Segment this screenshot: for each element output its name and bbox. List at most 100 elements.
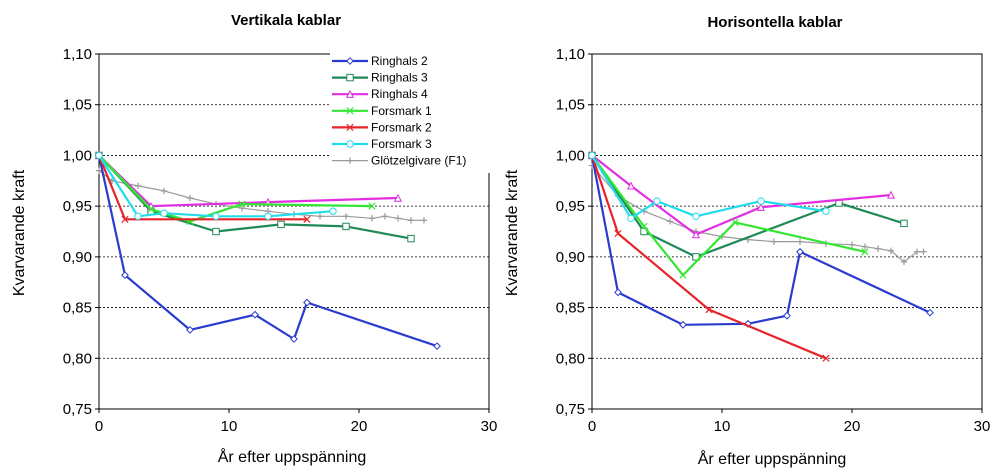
legend-item: Forsmark 1 bbox=[332, 104, 432, 118]
x-tick-label: 30 bbox=[974, 418, 991, 435]
data-point bbox=[614, 229, 622, 238]
plot-area-0: 0,75 0,80 0,85 0,90 0,95 1,00 1,05 1,10 0 10 20 30 R… bbox=[63, 46, 498, 435]
data-point bbox=[394, 215, 402, 222]
y-tick-label: 0,90 bbox=[556, 249, 585, 266]
data-point bbox=[886, 190, 896, 199]
data-point bbox=[679, 320, 687, 329]
data-point bbox=[679, 271, 687, 279]
data-point bbox=[95, 167, 103, 174]
data-point bbox=[407, 234, 415, 243]
data-point bbox=[796, 247, 804, 256]
plot-frame bbox=[591, 53, 983, 410]
data-point bbox=[614, 288, 622, 297]
data-point bbox=[900, 219, 908, 228]
x-tick-label: 10 bbox=[221, 418, 238, 435]
y-tick-label: 0,85 bbox=[556, 300, 585, 317]
y-tick-label: 1,00 bbox=[556, 147, 585, 164]
data-point bbox=[238, 200, 246, 208]
data-point bbox=[861, 248, 869, 256]
legend-item: Forsmark 3 bbox=[332, 137, 432, 151]
legend-marker bbox=[346, 107, 354, 115]
data-point bbox=[160, 187, 168, 195]
legend-label: Glötzelgivare (F1) bbox=[371, 154, 466, 168]
data-point bbox=[121, 271, 129, 280]
x-tick-label: 10 bbox=[714, 418, 731, 435]
data-point bbox=[342, 213, 350, 220]
data-point bbox=[303, 215, 311, 223]
legend-label: Ringhals 3 bbox=[371, 71, 428, 85]
data-point bbox=[756, 202, 766, 211]
data-point bbox=[212, 227, 220, 236]
plot-frame bbox=[98, 53, 490, 410]
data-point bbox=[420, 217, 428, 224]
data-point bbox=[212, 212, 220, 220]
x-tick-label: 0 bbox=[95, 418, 103, 435]
y-tick-label: 0,80 bbox=[63, 350, 92, 367]
series-line bbox=[590, 155, 827, 360]
data-point bbox=[251, 310, 259, 319]
data-point bbox=[731, 218, 739, 226]
data-point bbox=[368, 215, 376, 222]
series-forsmark-3 bbox=[95, 151, 337, 220]
data-point bbox=[134, 212, 142, 220]
data-point bbox=[381, 213, 389, 220]
x-axis-label: År efter uppspänning bbox=[698, 449, 847, 468]
y-tick-label: 0,90 bbox=[63, 249, 92, 266]
data-point bbox=[368, 202, 376, 210]
series-line bbox=[98, 154, 334, 218]
y-tick-label: 0,80 bbox=[556, 350, 585, 367]
data-point bbox=[822, 207, 830, 215]
series-line bbox=[97, 155, 438, 348]
data-point bbox=[770, 238, 778, 245]
y-tick-label: 0,75 bbox=[63, 401, 92, 418]
legend-marker bbox=[345, 89, 355, 98]
data-point bbox=[238, 204, 246, 212]
data-point bbox=[848, 241, 856, 248]
data-point bbox=[290, 335, 298, 343]
series-forsmark-1 bbox=[95, 151, 376, 225]
data-point bbox=[316, 213, 324, 220]
legend-label: Ringhals 2 bbox=[371, 54, 428, 68]
y-axis-label: Kvarvarande kraft bbox=[504, 169, 521, 296]
y-tick-label: 0,85 bbox=[63, 300, 92, 317]
plot-area-1: 0,75 0,80 0,85 0,90 0,95 1,00 1,05 1,10 0 10 20 30 bbox=[556, 46, 991, 435]
legend-marker bbox=[346, 140, 354, 148]
y-tick-label: 0,75 bbox=[556, 401, 585, 418]
data-point bbox=[691, 230, 701, 239]
legend-item: Forsmark 2 bbox=[332, 120, 432, 134]
data-point bbox=[874, 245, 882, 252]
data-point bbox=[861, 243, 869, 250]
data-point bbox=[796, 238, 804, 245]
x-tick-label: 20 bbox=[844, 418, 861, 435]
x-tick-label: 0 bbox=[588, 418, 596, 435]
legend-label: Forsmark 1 bbox=[371, 104, 432, 118]
y-tick-label: 1,05 bbox=[63, 97, 92, 114]
data-point bbox=[433, 342, 441, 351]
data-point bbox=[692, 253, 700, 261]
data-point bbox=[147, 205, 155, 213]
y-axis-label: Kvarvarande kraft bbox=[11, 169, 28, 296]
data-point bbox=[342, 222, 350, 231]
series-forsmark-1 bbox=[588, 151, 869, 279]
legend-item: Glötzelgivare (F1) bbox=[332, 154, 466, 168]
data-point bbox=[640, 222, 648, 231]
series-ringhals-2 bbox=[95, 151, 441, 351]
data-point bbox=[160, 209, 168, 217]
y-tick-label: 1,10 bbox=[63, 46, 92, 63]
data-point bbox=[757, 197, 765, 205]
legend-marker bbox=[346, 157, 354, 164]
data-point bbox=[913, 248, 921, 255]
y-tick-label: 1,10 bbox=[556, 46, 585, 63]
data-point bbox=[926, 308, 934, 317]
data-point bbox=[277, 220, 285, 229]
data-point bbox=[329, 207, 337, 215]
x-tick-label: 20 bbox=[351, 418, 368, 435]
data-point bbox=[900, 258, 908, 266]
data-point bbox=[783, 311, 791, 320]
data-point bbox=[627, 214, 635, 223]
data-point bbox=[264, 212, 272, 220]
legend-label: Forsmark 2 bbox=[371, 120, 432, 134]
data-point bbox=[887, 247, 895, 254]
series-line bbox=[98, 170, 424, 221]
